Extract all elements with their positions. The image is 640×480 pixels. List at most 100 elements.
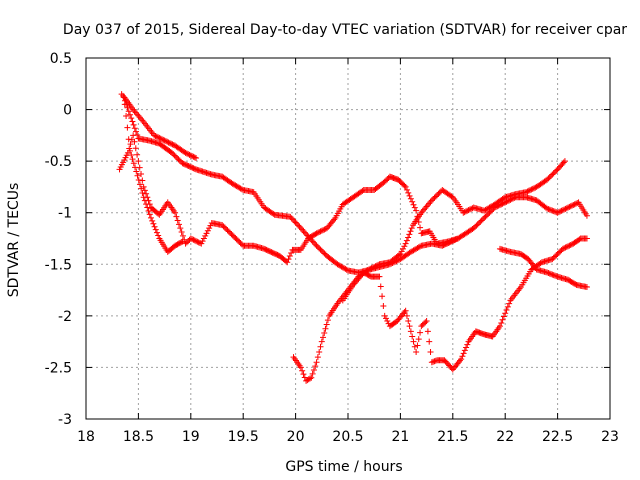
axis-ticks: 18 18.5 19 19.5 20 20.5 21 21.5 22 22.5 23 0.5 0 -0.5… <box>45 51 619 445</box>
series-track-6 <box>339 235 590 373</box>
data-point <box>135 177 142 184</box>
data-point <box>502 199 509 206</box>
data-point <box>183 239 190 246</box>
data-point <box>405 234 412 241</box>
data-point <box>462 208 469 215</box>
data-point <box>461 209 468 216</box>
data-point <box>191 154 198 161</box>
data-point <box>456 357 463 364</box>
data-point <box>224 227 231 234</box>
data-point <box>553 273 560 280</box>
data-point <box>407 195 414 202</box>
data-point <box>401 243 408 250</box>
data-point <box>382 177 389 184</box>
data-point <box>314 354 321 361</box>
data-point <box>546 174 553 181</box>
data-point <box>308 374 315 381</box>
data-point <box>168 140 175 147</box>
data-point <box>381 178 388 185</box>
data-point <box>472 223 479 230</box>
data-point <box>136 181 143 188</box>
data-point <box>174 217 181 224</box>
data-point <box>368 265 375 272</box>
data-point <box>221 224 228 231</box>
data-point <box>313 242 320 249</box>
data-point <box>173 213 180 220</box>
data-point <box>406 192 413 199</box>
data-point <box>424 328 431 335</box>
data-point <box>310 367 317 374</box>
data-point <box>152 226 159 233</box>
data-point <box>198 240 205 247</box>
data-point <box>403 237 410 244</box>
data-point <box>190 153 197 160</box>
x-tick-label: 18 <box>77 429 95 445</box>
data-point <box>191 165 198 172</box>
data-point <box>130 160 137 167</box>
data-point <box>225 228 232 235</box>
data-point <box>179 238 186 245</box>
data-point <box>466 206 473 213</box>
data-point <box>223 225 230 232</box>
x-tick-label: 22 <box>496 429 514 445</box>
data-point <box>486 209 493 216</box>
data-point <box>182 240 189 247</box>
data-point <box>430 196 437 203</box>
data-point <box>236 238 243 245</box>
y-tick-label: -1 <box>58 206 72 222</box>
data-point <box>288 249 295 256</box>
data-point <box>554 250 561 257</box>
data-point <box>127 141 134 148</box>
data-point <box>502 310 509 317</box>
data-point <box>572 281 579 288</box>
data-point <box>427 348 434 355</box>
data-point <box>410 338 417 345</box>
data-point <box>426 200 433 207</box>
data-point <box>178 229 185 236</box>
data-point <box>123 113 130 120</box>
data-point <box>496 323 503 330</box>
data-point <box>291 218 298 225</box>
data-point <box>157 135 164 142</box>
data-point <box>178 239 185 246</box>
data-point <box>506 300 513 307</box>
data-point <box>551 272 558 279</box>
data-point <box>561 245 568 252</box>
data-point <box>127 111 134 118</box>
data-point <box>401 309 408 316</box>
data-point <box>432 193 439 200</box>
data-point <box>372 263 379 270</box>
data-point <box>128 115 135 122</box>
data-point <box>134 111 141 118</box>
data-point <box>139 117 146 124</box>
data-point <box>411 343 418 350</box>
x-tick-label: 19.5 <box>228 429 259 445</box>
data-point <box>550 254 557 261</box>
data-point <box>320 249 327 256</box>
data-point <box>295 222 302 229</box>
data-point <box>460 209 467 216</box>
data-point <box>131 138 138 145</box>
data-point <box>477 218 484 225</box>
data-point <box>296 223 303 230</box>
data-point <box>285 256 292 263</box>
y-tick-label: -3 <box>58 412 72 428</box>
data-point <box>143 201 150 208</box>
data-point <box>238 241 245 248</box>
data-point <box>562 205 569 212</box>
data-point <box>546 270 553 277</box>
data-point <box>129 156 136 163</box>
data-point <box>504 303 511 310</box>
data-point <box>359 187 366 194</box>
data-point <box>500 313 507 320</box>
data-point <box>555 209 562 216</box>
data-point <box>158 136 165 143</box>
data-point <box>561 206 568 213</box>
y-tick-label: 0.5 <box>50 51 72 67</box>
data-point <box>313 230 320 237</box>
data-point <box>548 172 555 179</box>
data-point <box>551 253 558 260</box>
data-point <box>379 293 386 300</box>
data-point <box>314 244 321 251</box>
